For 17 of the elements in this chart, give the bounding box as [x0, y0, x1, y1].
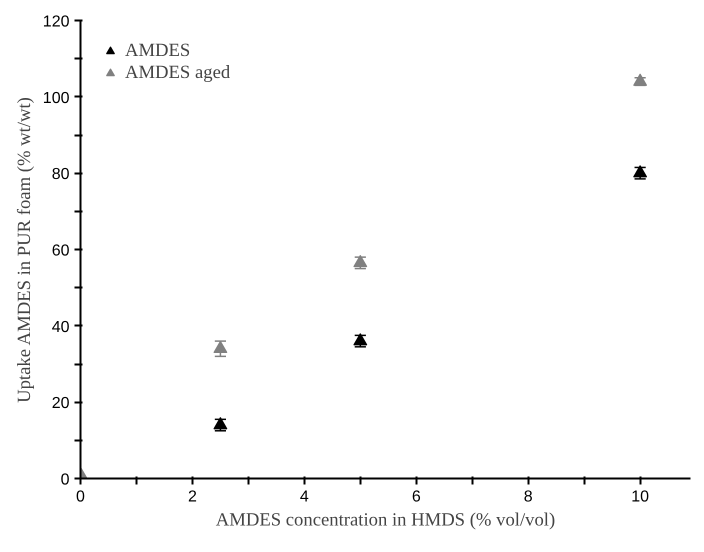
legend-label: AMDES [125, 40, 190, 62]
y-tick-label: 20 [52, 395, 70, 412]
x-tick-label: 6 [412, 488, 421, 506]
x-tick-label: 2 [188, 488, 197, 506]
x-tick-label: 10 [631, 488, 650, 506]
y-tick-label: 40 [52, 318, 70, 336]
x-tick-label: 0 [76, 488, 86, 506]
legend-label: AMDES aged [125, 62, 230, 84]
y-tick-label: 120 [42, 14, 70, 30]
x-axis-title: AMDES concentration in HMDS (% vol/vol) [216, 510, 556, 530]
y-tick-label: 60 [52, 242, 70, 260]
x-tick-label: 4 [300, 488, 309, 506]
y-axis-title: Uptake AMDES in PUR foam (% wt/wt) [14, 97, 35, 403]
x-tick-label: 8 [524, 488, 533, 506]
y-tick-label: 100 [42, 90, 70, 107]
y-tick-label: 80 [52, 166, 70, 184]
y-tick-label: 0 [60, 472, 70, 488]
